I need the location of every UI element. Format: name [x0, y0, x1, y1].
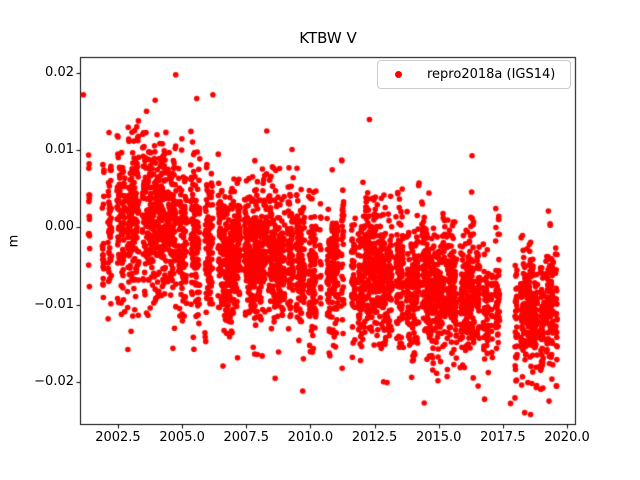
chart-title: KTBW V	[299, 29, 357, 47]
y-tick-label: 0.00	[45, 219, 74, 235]
x-tick-label: 2007.5	[223, 430, 270, 445]
legend-marker-icon	[395, 71, 402, 78]
x-tick-label: 2002.5	[95, 430, 141, 445]
legend: repro2018a (IGS14)	[377, 60, 571, 89]
x-tick-label: 2020.0	[544, 430, 590, 445]
x-tick-label: 2015.0	[415, 430, 462, 445]
x-tick-label: 2017.5	[480, 430, 526, 445]
legend-label: repro2018a (IGS14)	[427, 67, 556, 82]
x-tick-label: 2012.5	[351, 430, 398, 445]
y-tick-label: 0.02	[45, 65, 74, 81]
y-tick-label: −0.02	[34, 373, 74, 389]
y-tick-label: 0.01	[45, 142, 74, 158]
x-tick-label: 2010.0	[287, 430, 334, 445]
y-axis-label: m	[6, 234, 22, 248]
y-tick-label: −0.01	[34, 296, 74, 312]
x-tick-label: 2005.0	[159, 430, 205, 445]
